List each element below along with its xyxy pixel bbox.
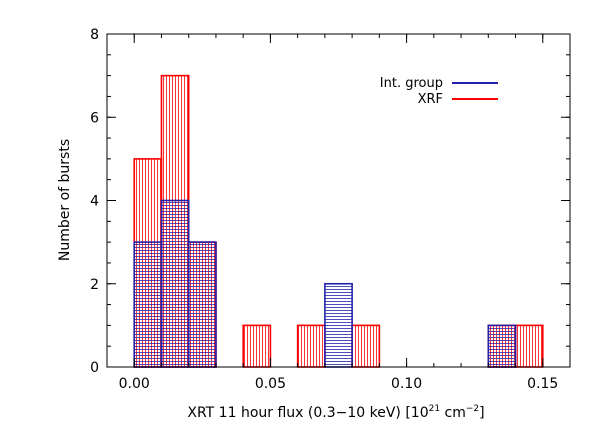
x-tick-label: 0.00 — [119, 376, 150, 392]
x-axis-title-sup2: −2 — [466, 404, 479, 414]
histogram-bar-xrf-7 — [514, 324, 544, 368]
y-tick-label: 2 — [90, 277, 99, 293]
histogram-bar-xrf-5 — [351, 324, 381, 368]
x-axis-title: XRT 11 hour flux (0.3−10 keV) [1021 cm−2… — [187, 404, 484, 421]
x-axis-title-main: XRT 11 hour flux (0.3−10 keV) [10 — [187, 405, 428, 421]
histogram-bar-int-group-3 — [324, 282, 353, 368]
x-axis-title-sup: 21 — [429, 404, 440, 414]
legend-label-int-group: Int. group — [380, 76, 443, 91]
x-tick-label: 0.05 — [255, 376, 286, 392]
y-tick-label: 6 — [90, 110, 99, 126]
histogram-bar-xrf-4 — [296, 324, 326, 368]
bars-layer — [133, 74, 544, 368]
y-axis-title: Number of bursts — [57, 139, 73, 261]
y-tick-label: 0 — [90, 360, 99, 376]
histogram-bar-int-group-2 — [187, 241, 217, 368]
x-axis-title-unit: cm — [440, 405, 466, 421]
legend-label-xrf: XRF — [418, 92, 443, 107]
histogram-bar-int-group-4 — [487, 324, 517, 368]
x-tick-label: 0.10 — [391, 376, 422, 392]
x-axis-title-end: ] — [479, 405, 484, 421]
y-tick-label: 4 — [90, 194, 99, 210]
legend: Int. group XRF — [380, 76, 498, 107]
axes-layer: 0.00 0.05 0.10 0.15 0 2 4 6 8 — [90, 27, 571, 392]
histogram-bar-xrf-3 — [242, 324, 272, 368]
y-tick-label: 8 — [90, 27, 99, 43]
x-tick-label: 0.15 — [527, 376, 558, 392]
histogram-bar-int-group-1 — [160, 199, 190, 368]
histogram-bar-int-group-0 — [133, 241, 163, 368]
